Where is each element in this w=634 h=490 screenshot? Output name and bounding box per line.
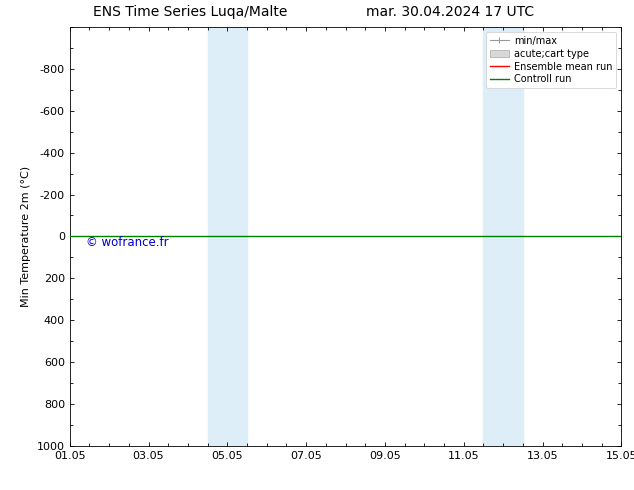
Text: © wofrance.fr: © wofrance.fr bbox=[86, 236, 169, 248]
Bar bbox=[483, 27, 523, 446]
Legend: min/max, acute;cart type, Ensemble mean run, Controll run: min/max, acute;cart type, Ensemble mean … bbox=[486, 32, 616, 88]
Text: mar. 30.04.2024 17 UTC: mar. 30.04.2024 17 UTC bbox=[366, 5, 534, 19]
Bar bbox=[207, 27, 247, 446]
Y-axis label: Min Temperature 2m (°C): Min Temperature 2m (°C) bbox=[22, 166, 31, 307]
Text: ENS Time Series Luqa/Malte: ENS Time Series Luqa/Malte bbox=[93, 5, 287, 19]
